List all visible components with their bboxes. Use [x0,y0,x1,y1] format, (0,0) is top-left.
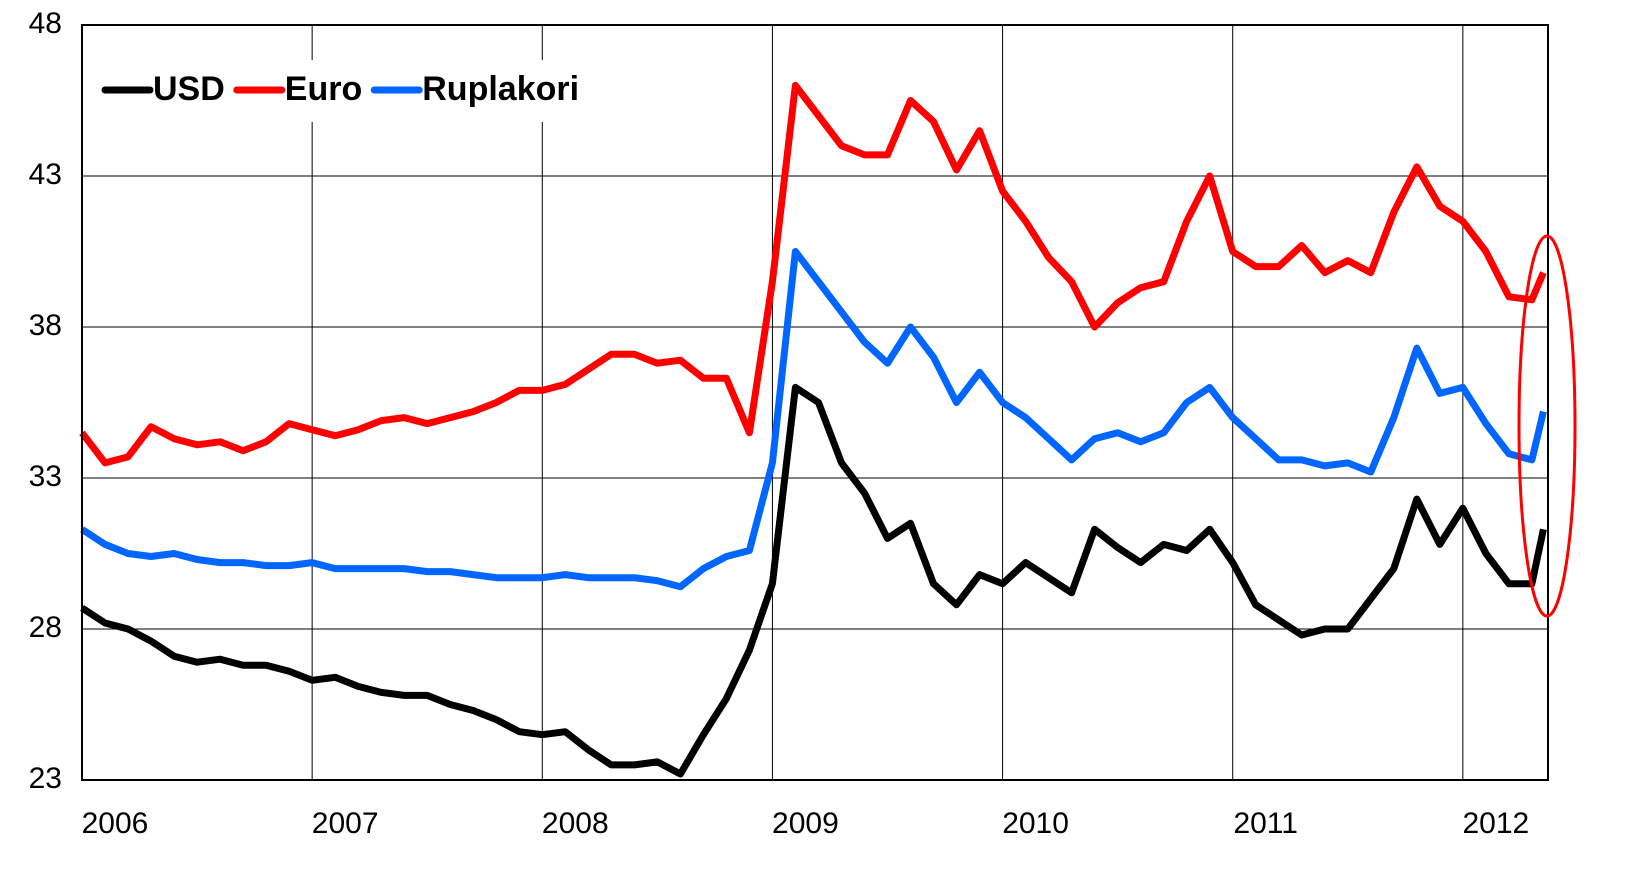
x-tick-label: 2007 [312,807,379,840]
y-tick-label: 28 [29,611,62,644]
legend: USD Euro Ruplakori [101,70,579,108]
plot-border [81,24,1549,781]
legend-label: Ruplakori [422,70,579,108]
x-tick-label: 2011 [1233,807,1298,840]
x-tick-label: 2010 [1002,807,1069,840]
series-line [80,383,1547,778]
series-line [80,248,1547,591]
x-tick-label: 2009 [772,807,839,840]
x-tick-label: 2012 [1462,807,1529,840]
y-tick-label: 33 [29,460,62,493]
y-tick-label: 23 [29,762,62,795]
series-line [79,81,1547,467]
x-tick-label: 2008 [542,807,609,840]
x-tick-label: 2006 [82,807,149,840]
y-tick-label: 48 [29,7,62,40]
y-tick-label: 38 [29,309,62,342]
highlight-ellipse [1517,234,1577,618]
legend-label: USD [153,70,225,108]
legend-label: Euro [285,70,362,108]
y-tick-label: 43 [29,158,62,191]
